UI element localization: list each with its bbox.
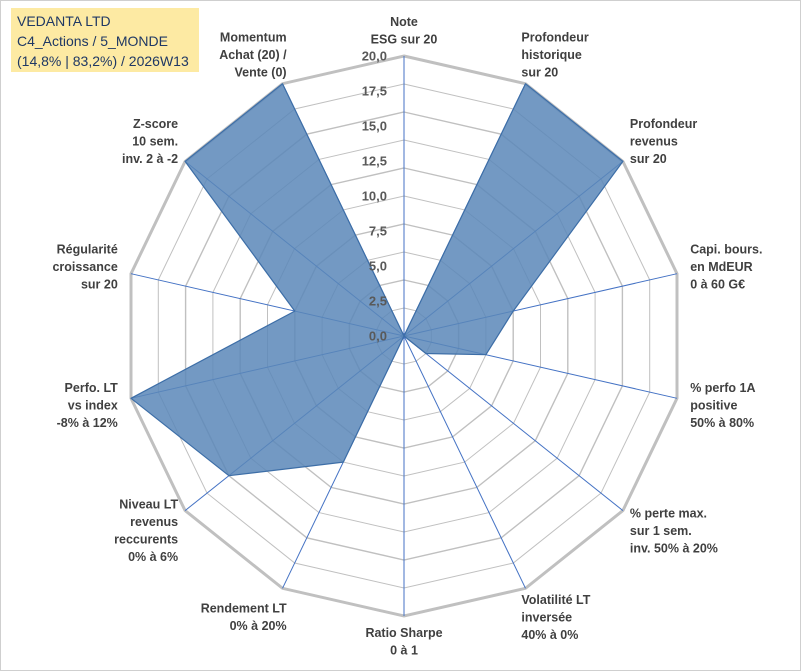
tick-label: 5,0 [369, 259, 387, 274]
category-label: C4_Actions / 5_MONDE [17, 33, 168, 49]
stats-label: (14,8% | 83,2%) / 2026W13 [17, 53, 189, 69]
category-label-6: Volatilité LT inversée 40% à 0% [521, 593, 590, 642]
category-label-12: Z-score 10 sem. inv. 2 à -2 [122, 117, 178, 166]
category-label-4: % perfo 1A positive 50% à 80% [690, 381, 755, 430]
category-label-7: Ratio Sharpe 0 à 1 [365, 626, 442, 658]
axis-spoke-5 [403, 335, 624, 511]
tick-label: 17,5 [362, 84, 387, 99]
category-label-5: % perte max. sur 1 sem. inv. 50% à 20% [630, 506, 718, 555]
series-area-0 [130, 83, 624, 477]
category-label-10: Perfo. LT vs index -8% à 12% [57, 381, 119, 430]
tick-label: 10,0 [362, 189, 387, 204]
category-label-8: Rendement LT 0% à 20% [201, 602, 287, 634]
category-label-3: Capi. bours. en MdEUR 0 à 60 G€ [690, 242, 762, 291]
radar-series [130, 83, 624, 477]
tick-label: 12,5 [362, 154, 387, 169]
category-label-0: Note ESG sur 20 [371, 15, 438, 47]
category-label-11: Régularité croissance sur 20 [52, 242, 117, 291]
company-name: VEDANTA LTD [17, 13, 111, 29]
radial-axis-ticks: 0,0 2,5 5,0 7,5 10,0 12,5 15,0 17,5 20,0 [362, 49, 387, 344]
category-label-1: Profondeur historique sur 20 [521, 31, 588, 80]
category-label-2: Profondeur revenus sur 20 [630, 117, 697, 166]
axis-spoke-6 [403, 335, 526, 589]
tick-label: 20,0 [362, 49, 387, 64]
tick-label: 0,0 [369, 329, 387, 344]
title-box: VEDANTA LTD C4_Actions / 5_MONDE (14,8% … [11, 8, 199, 72]
tick-label: 15,0 [362, 119, 387, 134]
category-label-9: Niveau LT revenus reccurents 0% à 6% [114, 498, 178, 565]
category-label-13: Momentum Achat (20) / Vente (0) [219, 31, 287, 80]
tick-label: 2,5 [369, 294, 387, 309]
category-labels: Note ESG sur 20 Profondeur historique sur 20… [52, 15, 762, 658]
tick-label: 7,5 [369, 224, 387, 239]
